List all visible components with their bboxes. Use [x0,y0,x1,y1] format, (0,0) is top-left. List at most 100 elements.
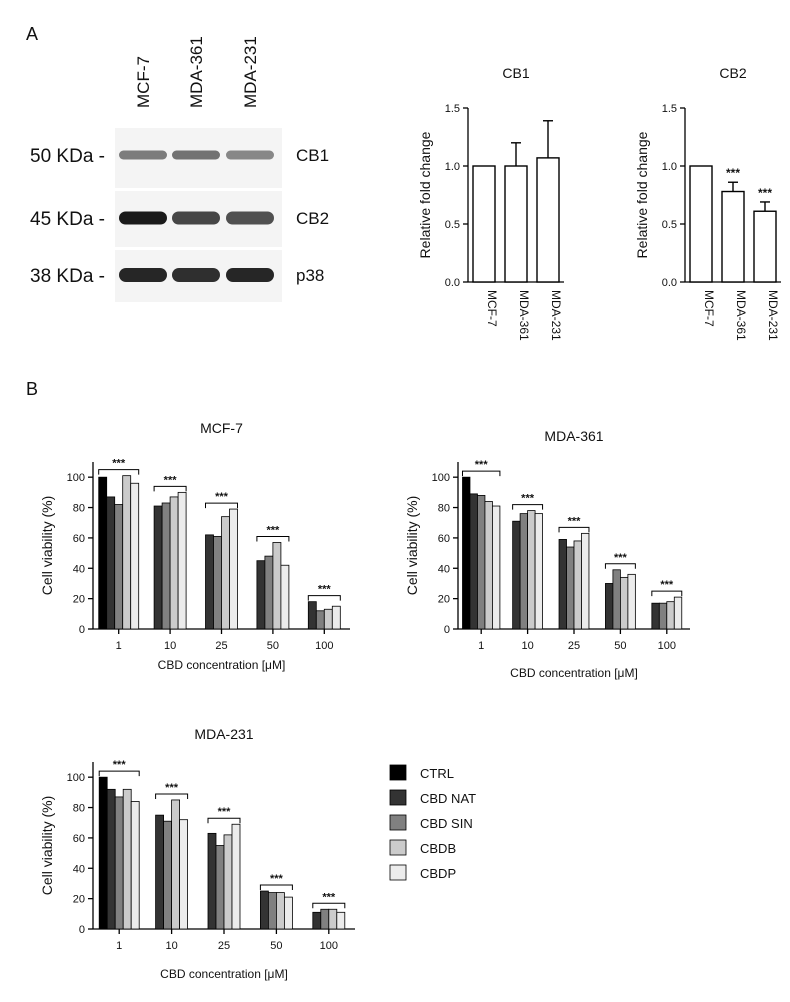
bar [673,596,683,630]
significance-label: *** [215,491,229,503]
bar [177,491,187,630]
bar [336,911,346,930]
bar [106,496,116,630]
blot-band [172,150,220,160]
significance-label: *** [475,459,489,471]
bar [153,505,163,630]
chart-cb2: 0.0 0.5 1.0 1.5 CB2 Relative fold change MCF-7… [634,65,781,341]
bar [98,776,108,930]
bar [492,505,501,630]
legend-swatch [389,764,407,781]
panel-label-a: A [26,24,38,44]
bar [534,513,543,630]
y-tick-label: 80 [438,503,450,515]
blot-band [119,268,167,282]
bar [573,540,582,630]
significance-bracket [512,504,544,510]
significance-label: *** [112,458,126,470]
bar [215,845,225,930]
x-axis-title: CBD concentration [μM] [510,666,638,680]
chart-viability-mda361: 0 20 40 60 80 100 MDA-361 CBD concentration [μM… [404,428,690,680]
bar [267,892,277,930]
x-tick-label: 100 [315,640,333,652]
x-tick-label: 50 [614,640,626,652]
legend-label: CBD SIN [420,816,473,831]
significance-bracket [155,793,189,799]
bar [620,576,629,630]
significance-bracket [461,470,501,477]
significance-label: *** [758,186,772,200]
y-axis-title: Cell viability (%) [39,796,55,896]
bar [469,493,478,630]
bar [627,573,636,630]
bar [122,475,132,630]
significance-label: *** [568,515,582,527]
significance-label: *** [164,474,178,486]
y-tick-label: 40 [73,563,85,575]
bar [323,608,333,630]
bar [130,801,140,930]
legend-label: CTRL [420,766,454,781]
bar [328,908,338,930]
bar [320,908,330,930]
y-tick-label: 60 [73,533,85,545]
y-axis-title: Cell viability (%) [39,496,55,596]
bar [605,583,614,630]
blot-band [119,211,167,225]
bar [484,501,493,630]
x-tick-label: 25 [215,640,227,652]
significance-bracket [604,563,636,569]
bar [312,911,322,930]
blot-band [226,150,274,160]
legend-label: CBDP [420,866,456,881]
blot-band [226,211,274,225]
blot-protein-label: CB1 [296,146,329,165]
significance-bracket [256,535,290,542]
bar [477,494,486,630]
y-tick-label: 1.0 [445,161,460,173]
y-tick-label: 1.5 [662,103,677,115]
bar [264,555,274,630]
bar [753,210,777,283]
bar [231,823,241,930]
blot-lane-label: MDA-361 [187,36,206,108]
x-tick-label: MDA-231 [549,290,563,341]
bar [272,542,282,630]
significance-bracket [651,590,683,597]
blot-protein-label: CB2 [296,209,329,228]
bar [307,601,317,630]
blot-band [172,268,220,282]
significance-label: *** [521,493,535,505]
legend-swatch [389,864,407,881]
bar [331,605,341,630]
y-tick-label: 100 [67,472,85,484]
significance-label: *** [660,579,674,591]
significance-bracket [98,469,140,475]
panel-label-b: B [26,379,38,399]
y-tick-label: 20 [73,594,85,606]
bar [666,601,675,630]
bar [689,165,713,283]
y-tick-label: 1.5 [445,103,460,115]
bar [259,890,269,930]
bar [207,832,217,930]
bar [155,814,165,930]
blot-band [226,268,274,282]
blot-mw-label: 45 KDa - [30,209,105,230]
bar [213,535,222,630]
bar [721,190,745,283]
bar [519,513,529,630]
significance-bracket [312,902,346,909]
bar [566,546,575,630]
bar [558,539,567,630]
bar [98,476,108,630]
bar [275,892,285,930]
significance-label: *** [614,552,628,564]
y-tick-label: 80 [73,803,85,815]
bar [462,476,471,630]
bar [114,504,124,630]
bar [315,610,325,630]
legend-label: CBD NAT [420,791,476,806]
bar [223,834,233,930]
